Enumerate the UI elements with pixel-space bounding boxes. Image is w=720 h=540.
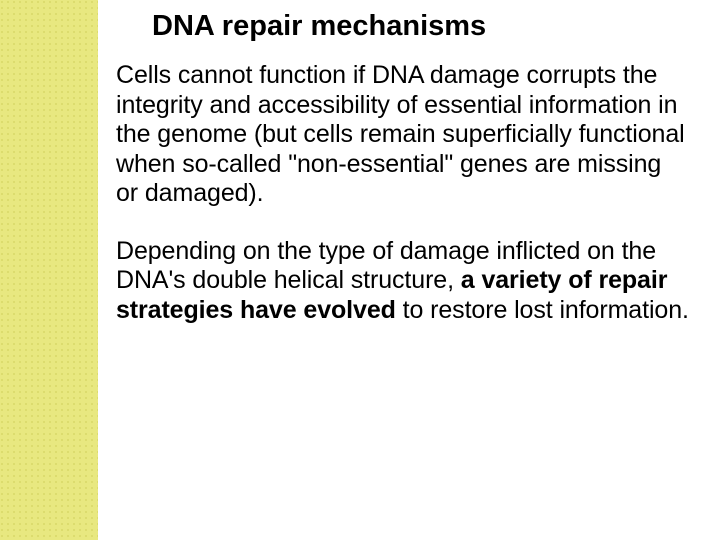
para2-post: to restore lost information. bbox=[396, 296, 689, 324]
sidebar-texture bbox=[0, 0, 98, 540]
content-area: DNA repair mechanisms Cells cannot funct… bbox=[98, 0, 720, 540]
slide-title: DNA repair mechanisms bbox=[152, 10, 690, 43]
paragraph-2: Depending on the type of damage inflicte… bbox=[116, 237, 690, 326]
paragraph-1: Cells cannot function if DNA damage corr… bbox=[116, 61, 690, 209]
